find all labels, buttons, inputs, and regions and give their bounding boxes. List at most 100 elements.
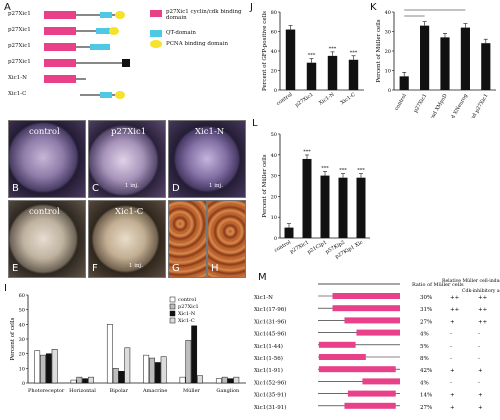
m-row-name: Xic1(35-91) [254,392,286,399]
bar [34,350,41,384]
construct-label-5: Xic1-N [8,75,27,81]
m-row-cdk: + [478,405,483,411]
bar [227,378,234,384]
panel-letter-l: L [252,118,258,129]
panel-letter-m: M [258,272,267,283]
x-tick-label: Müller [183,388,200,394]
m-row-name: Xic1(1-56) [254,355,283,362]
construct-label-1: p27Xic1 [8,11,31,17]
bar [112,368,119,384]
x-tick-label: Bipolar [110,388,129,394]
bar [460,27,470,91]
significance-label: *** [321,166,329,172]
photo-h-letter: H [211,263,219,274]
m-row-name: Xic1(31-96) [254,318,286,325]
y-tick-label: 0 [22,381,25,387]
m-row-muller: - [450,356,452,362]
x-tick-label: Xic1-C [340,92,357,107]
photo-e-letter: E [12,263,19,274]
photo-d-label: Xic1-N [195,127,225,137]
bar [143,354,150,384]
m-row-name: Xic1(31-91) [254,404,286,411]
cdk-domain [44,11,76,19]
construct-label-3: p27Xic1 [8,43,31,49]
bar [221,376,228,384]
bar [302,158,312,238]
m-row-ratio: 27% [420,319,432,325]
m-row-muller: + [450,319,455,325]
bar [356,177,366,238]
m-row-cdk: ++ [478,295,488,301]
bar [440,37,450,90]
panel-letter-j: J [250,2,253,13]
photo-b-label: control [29,127,60,137]
m-row-bar [362,378,400,385]
bar [348,59,359,90]
m-row-name: Xic1(52-96) [254,379,286,386]
panel-letter-a: A [4,2,11,13]
y-axis-label: Percent of cells [10,317,16,360]
m-row-cdk: + [478,368,483,374]
y-tick-label: 50 [19,308,25,314]
photo-e: control E [8,200,86,278]
photo-d: Xic1-N 1 inj. D [168,120,246,198]
y-tick-label: 30 [19,337,25,343]
x-tick-label: p27Xic1 [294,92,314,109]
photo-c-letter: C [92,183,99,194]
y-axis-label: Percent of Müller cells [262,154,268,217]
m-row-bar [332,305,400,312]
m-row-cdk: - [478,356,480,362]
legend-swatch [169,303,176,310]
bar [40,354,46,384]
photo-c-label: p27Xic1 [111,127,147,137]
y-tick-label: 10 [19,366,25,372]
m-row-name: Xic1(45-96) [254,331,286,338]
bar [185,340,192,384]
bar [82,378,89,384]
m-row-ratio: 30% [420,295,432,301]
bar [118,371,125,384]
legend-text-qt: QT-domain [166,30,196,36]
photo-g-letter: G [172,263,180,274]
m-row-cdk: ++ [478,319,488,325]
photo-f-label: Xic1-C [115,207,144,217]
m-row-cdk: - [478,380,480,386]
m-row-name: Xic1(1-44) [254,343,283,350]
legend-swatch-pcna [150,40,162,48]
m-row-bar [318,354,366,360]
y-tick-label: 40 [271,49,277,55]
bar [327,55,338,90]
x-tick-label: Horizontal [69,388,96,394]
y-tick-label: 60 [271,30,277,36]
x-tick-label: Xic1-N [318,91,336,106]
y-tick-label: 20 [19,352,25,358]
m-row-ratio: 5% [420,344,429,350]
significance-label: *** [350,50,358,56]
legend-text-cdk: p27Xic1 cyclin/cdk binding domain [166,9,242,21]
y-tick-label: 10 [271,215,277,221]
m-row-cdk: - [478,344,480,350]
bar [154,362,161,384]
chart-i: 0 10 20 30 40 50 60 Percent of cells Photorecept… [10,293,246,394]
legend-label: Xic1-N [178,311,196,317]
y-tick-label: 20 [271,69,277,75]
y-tick-label: 40 [19,322,25,328]
construct-label-6: Xic1-C [8,91,27,97]
y-tick-label: 50 [271,132,277,138]
legend-swatch [169,296,176,303]
bar [338,177,348,238]
m-row-muller: + [450,393,455,399]
photo-b-letter: B [12,183,19,194]
m-col-header: Relative Müller cell-inductive activity [442,278,500,284]
y-tick-label: 30 [385,30,391,36]
legend-swatch [169,317,176,324]
y-tick-label: 0 [274,236,277,242]
bar [149,357,155,384]
m-row-ratio: 4% [420,332,429,338]
m-row-cdk: - [478,332,480,338]
bar [285,29,296,90]
legend-swatch [169,310,176,317]
